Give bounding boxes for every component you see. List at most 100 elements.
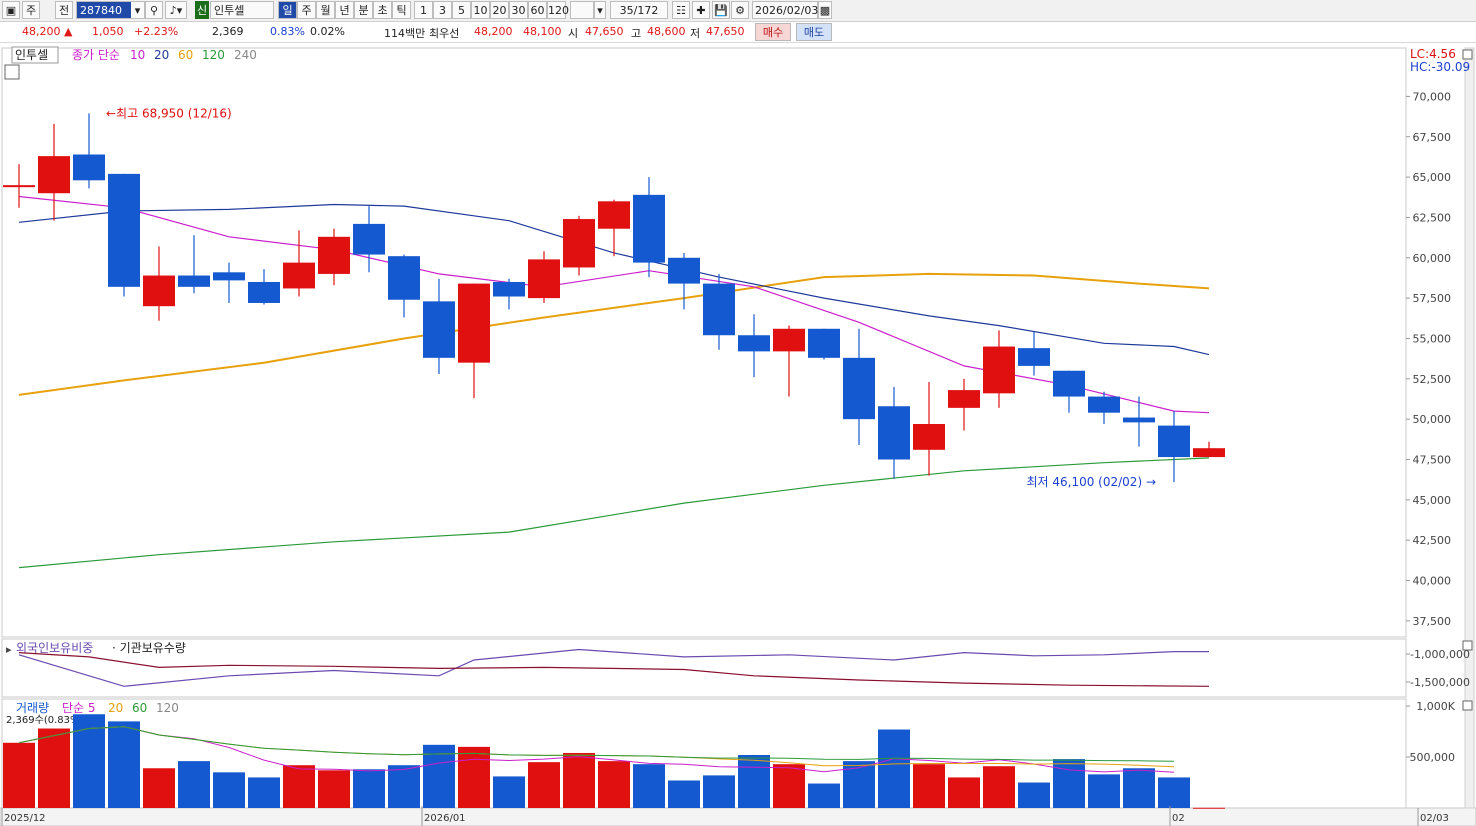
turnover-rate: 0.02% bbox=[310, 25, 345, 38]
volume-bar bbox=[73, 714, 105, 808]
candle-body bbox=[1088, 396, 1120, 413]
interval-button-1[interactable]: 1 bbox=[414, 1, 433, 19]
tab-period-주[interactable]: 주 bbox=[297, 1, 316, 19]
time-axis-label: 2026/01 bbox=[424, 813, 466, 824]
candle-body bbox=[983, 346, 1015, 394]
candle-body bbox=[1158, 425, 1190, 458]
volume-bar bbox=[808, 783, 840, 808]
crosshair-icon[interactable]: ✚ bbox=[692, 1, 710, 19]
candle-body bbox=[703, 283, 735, 336]
ma120-line bbox=[18, 457, 1210, 569]
price-chart[interactable]: 70,000 67,500 65,000 62,500 60,000 57,500 55,0… bbox=[0, 42, 1476, 826]
volume-bar bbox=[213, 772, 245, 808]
calendar-icon[interactable]: ▩ bbox=[818, 1, 832, 19]
candle-body bbox=[213, 272, 245, 281]
tab-period-년[interactable]: 년 bbox=[335, 1, 354, 19]
price-status-bar: 48,200 ▲ 1,050 +2.23% 2,369 0.83% 0.02% … bbox=[0, 22, 1476, 43]
candle-body bbox=[423, 301, 455, 358]
price-tick-label: 40,000 bbox=[1413, 575, 1452, 588]
interval-button-120[interactable]: 120 bbox=[547, 1, 569, 19]
date-input[interactable]: 2026/02/03 bbox=[752, 1, 818, 19]
volume-bar bbox=[1158, 777, 1190, 808]
volume-bar bbox=[913, 764, 945, 808]
save-icon[interactable]: 💾 bbox=[712, 1, 730, 19]
candle-body bbox=[528, 259, 560, 299]
volume-bar bbox=[318, 770, 350, 808]
candle-body bbox=[178, 275, 210, 287]
candle-body bbox=[668, 257, 700, 284]
price-tick-label: 55,000 bbox=[1413, 332, 1452, 345]
stock-code-input[interactable]: 287840 bbox=[76, 1, 134, 19]
buy-button[interactable]: 매수 bbox=[755, 23, 791, 41]
tools-icon[interactable]: ☷ bbox=[672, 1, 690, 19]
ma-legend-period: 240 bbox=[234, 48, 257, 62]
inst-holding-legend: · 기관보유수량 bbox=[112, 641, 186, 655]
price-tick-label: 52,500 bbox=[1413, 373, 1452, 386]
period-select[interactable]: 주 bbox=[22, 1, 40, 19]
tab-period-초[interactable]: 초 bbox=[373, 1, 392, 19]
volume-bar bbox=[353, 769, 385, 808]
current-price: 48,200 bbox=[22, 25, 61, 38]
price-tick-label: 47,500 bbox=[1413, 453, 1452, 466]
volume-bar bbox=[493, 776, 525, 808]
lc-label: LC:4.56 bbox=[1410, 47, 1456, 61]
volume-bar bbox=[563, 752, 595, 808]
volume-bar bbox=[3, 742, 35, 808]
low-price: 47,650 bbox=[706, 25, 745, 38]
grid-toggle-icon bbox=[4, 64, 20, 80]
volume-value: 2,369 bbox=[212, 25, 244, 38]
candle-body bbox=[353, 223, 385, 255]
volume-ma5-line bbox=[18, 726, 1175, 773]
interval-input[interactable] bbox=[570, 1, 594, 19]
sell-button[interactable]: 매도 bbox=[796, 23, 832, 41]
sound-icon[interactable]: ♪▾ bbox=[165, 1, 187, 19]
interval-button-30[interactable]: 30 bbox=[509, 1, 528, 19]
low-annotation: 최저 46,100 (02/02) → bbox=[1026, 475, 1156, 489]
volume-bar bbox=[1053, 759, 1085, 808]
ma20-line bbox=[18, 203, 1210, 356]
vertical-scrollbar bbox=[1464, 47, 1475, 809]
time-axis-frame bbox=[0, 807, 1476, 826]
open-label: 시 bbox=[568, 27, 579, 40]
gear-icon[interactable]: ⚙ bbox=[731, 1, 749, 19]
volume-ma-period: 60 bbox=[132, 701, 147, 715]
tab-period-틱[interactable]: 틱 bbox=[392, 1, 411, 19]
stock-name: 인투셀 bbox=[210, 1, 274, 19]
interval-button-5[interactable]: 5 bbox=[452, 1, 471, 19]
search-icon[interactable]: ⚲ bbox=[145, 1, 163, 19]
trade-amount: 114백만 bbox=[384, 27, 426, 40]
inst-holding-line bbox=[18, 652, 1210, 687]
interval-button-10[interactable]: 10 bbox=[471, 1, 490, 19]
volume-bar bbox=[108, 721, 140, 808]
volume-bar bbox=[983, 766, 1015, 808]
price-tick-label: 70,000 bbox=[1413, 90, 1452, 103]
ma-legend-period: 20 bbox=[154, 48, 169, 62]
interval-button-20[interactable]: 20 bbox=[490, 1, 509, 19]
time-axis-label: 02 bbox=[1172, 813, 1185, 824]
market-badge: 신 bbox=[195, 1, 209, 19]
chevron-down-icon[interactable]: ▾ bbox=[594, 1, 606, 19]
volume-bar bbox=[283, 765, 315, 808]
candle-body bbox=[563, 219, 595, 268]
mode-select[interactable]: 전 bbox=[55, 1, 73, 19]
interval-button-60[interactable]: 60 bbox=[528, 1, 547, 19]
volume-bar bbox=[1123, 768, 1155, 808]
tab-period-일[interactable]: 일 bbox=[278, 1, 297, 19]
volume-bar bbox=[178, 761, 210, 808]
price-tick-label: 67,500 bbox=[1413, 131, 1452, 144]
volume-bar bbox=[598, 761, 630, 808]
page-indicator: 35/172 bbox=[610, 1, 668, 19]
tab-period-분[interactable]: 분 bbox=[354, 1, 373, 19]
candle-body bbox=[1123, 417, 1155, 423]
tab-period-월[interactable]: 월 bbox=[316, 1, 335, 19]
chevron-down-icon[interactable]: ▾ bbox=[131, 1, 145, 19]
interval-button-3[interactable]: 3 bbox=[433, 1, 452, 19]
stock-tag-label: 인투셀 bbox=[15, 48, 48, 62]
volume-bar bbox=[773, 764, 805, 808]
price-change-pct: +2.23% bbox=[134, 25, 179, 38]
price-tick-label: 60,000 bbox=[1413, 252, 1452, 265]
candle-body bbox=[948, 390, 980, 408]
ma-legend-prefix: 종가 단순 bbox=[72, 48, 120, 62]
layout-icon[interactable]: ▣ bbox=[2, 1, 20, 19]
